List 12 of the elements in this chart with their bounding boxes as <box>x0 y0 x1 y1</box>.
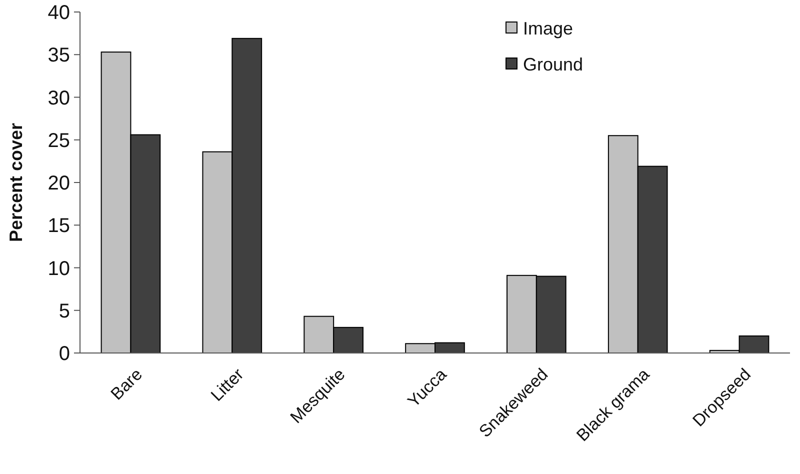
y-tick-label: 10 <box>48 258 70 280</box>
y-tick-label: 15 <box>48 215 70 238</box>
y-tick-label: 5 <box>58 300 70 322</box>
legend-label: Ground <box>523 54 584 74</box>
y-tick-label: 30 <box>48 87 70 110</box>
y-tick-label: 35 <box>48 44 70 67</box>
y-axis-title: Percent cover <box>6 122 26 242</box>
legend-label: Image <box>523 18 574 38</box>
y-tick-label: 25 <box>48 130 70 152</box>
y-tick-label: 40 <box>48 2 70 24</box>
y-tick-label: 20 <box>48 172 70 194</box>
y-tick-label: 0 <box>58 343 70 365</box>
